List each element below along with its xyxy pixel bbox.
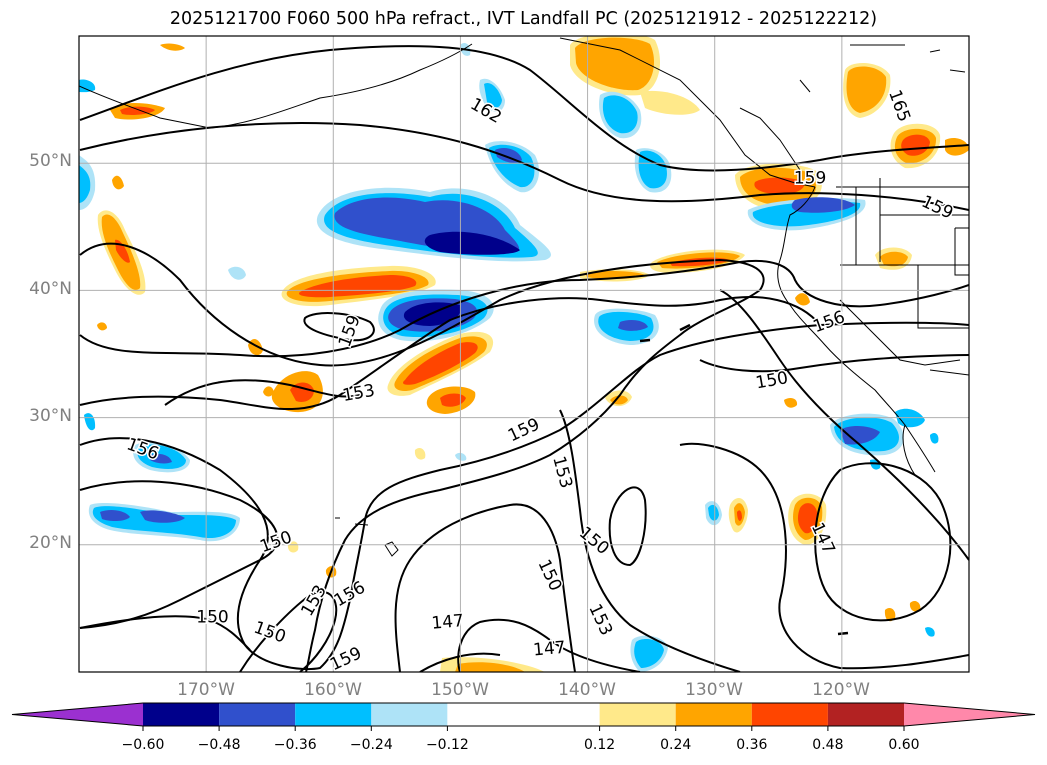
contour-147	[814, 462, 952, 622]
colorbar-swatch	[12, 703, 143, 726]
colorbar-swatch	[447, 703, 600, 726]
colorbar-tick-label: 0.36	[736, 737, 768, 753]
refractivity-shading	[79, 36, 969, 672]
colorbar-swatch	[599, 703, 676, 726]
lat-lon-grid	[79, 36, 969, 672]
lat-label-40n: 40°N	[29, 279, 72, 299]
contour-159-north	[79, 122, 969, 211]
contour-150	[79, 615, 251, 651]
lon-label-170w: 170°W	[177, 680, 235, 700]
west-coast	[777, 186, 936, 476]
colorbar-swatch	[219, 703, 296, 726]
colorbar-tick-label: −0.48	[197, 737, 241, 753]
contour-label: 159	[327, 643, 365, 675]
contour-label: 159	[794, 168, 826, 188]
colorbar-swatch	[295, 703, 372, 726]
contour-label: 159	[918, 192, 956, 224]
contour-label: 165	[884, 87, 914, 124]
lon-label-130w: 130°W	[685, 680, 743, 700]
alaska-coast	[79, 37, 816, 188]
contour-label: 150	[257, 527, 294, 557]
contour-label: 150	[251, 618, 288, 648]
colorbar-swatch	[371, 703, 448, 726]
colorbar-swatch	[827, 703, 904, 726]
contour-label: 147	[532, 638, 566, 661]
contour-156	[79, 259, 969, 358]
contour-label: 150	[196, 607, 228, 627]
colorbar-tick-label: 0.48	[812, 737, 844, 753]
lat-label-50n: 50°N	[29, 151, 72, 171]
colorbar-tick-label: −0.36	[273, 737, 317, 753]
colorbar-tick-label: −0.24	[349, 737, 393, 753]
colorbar-tick-label: −0.12	[425, 737, 469, 753]
contour-label: 150	[575, 523, 613, 559]
contour-153	[79, 296, 821, 411]
contour-label: 156	[124, 434, 161, 464]
map-title: 2025121700 F060 500 hPa refract., IVT La…	[169, 9, 878, 29]
contour-label: 153	[341, 381, 376, 406]
colorbar-tick-label: 0.24	[660, 737, 692, 753]
contour-150-west	[79, 480, 279, 629]
lat-label-20n: 20°N	[29, 533, 72, 553]
colorbar-swatch	[143, 703, 220, 726]
colorbar-tick-label: 0.12	[584, 737, 616, 753]
coastlines	[79, 37, 969, 636]
lon-label-160w: 160°W	[304, 680, 362, 700]
colorbar-tick-label: −0.60	[121, 737, 165, 753]
colorbar-swatch	[751, 703, 828, 726]
contour-162	[79, 45, 969, 172]
contour-label: 153	[548, 454, 576, 491]
contour-lines	[79, 45, 969, 672]
contour-label: 147	[431, 611, 465, 634]
contour-label: 150	[754, 368, 789, 393]
colorbar-swatch	[675, 703, 752, 726]
colorbar-swatch	[904, 703, 1035, 726]
contour-156-south	[79, 321, 969, 671]
lat-label-30n: 30°N	[29, 406, 72, 426]
lon-label-120w: 120°W	[812, 680, 870, 700]
colorbar	[11, 702, 1036, 731]
map-frame	[78, 35, 970, 673]
lon-label-140w: 140°W	[558, 680, 616, 700]
lon-label-150w: 150°W	[431, 680, 489, 700]
colorbar-tick-label: 0.60	[888, 737, 920, 753]
